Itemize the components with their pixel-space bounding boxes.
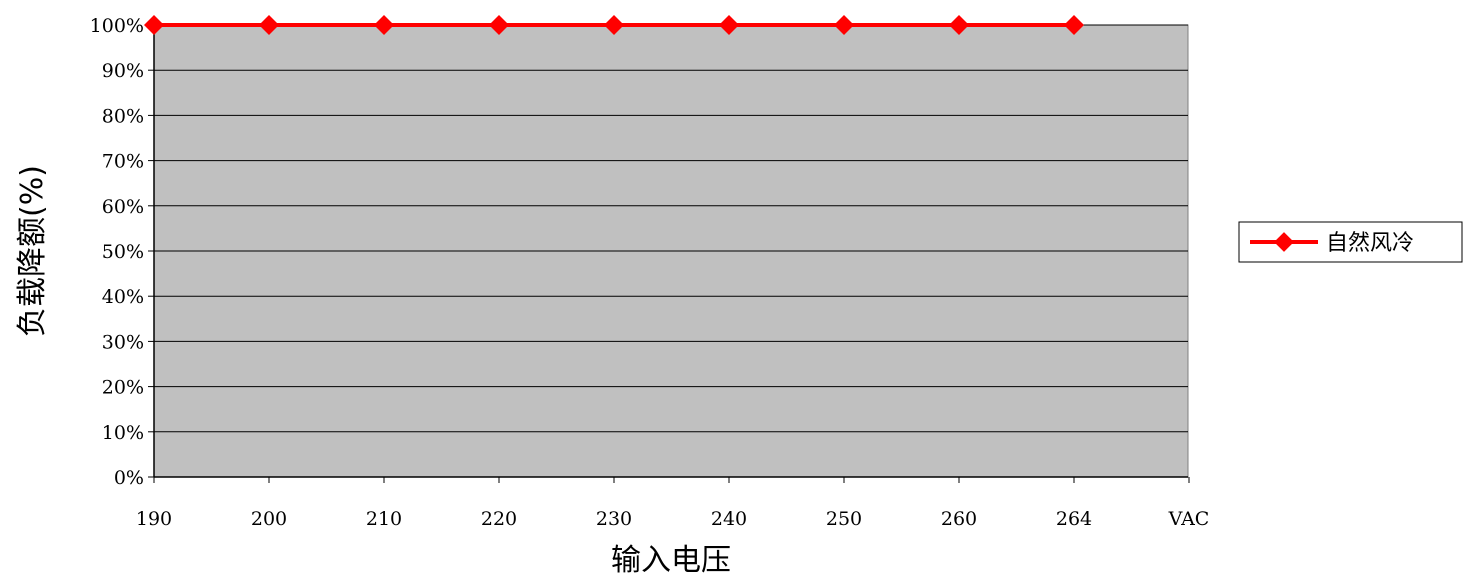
x-tick-label: 230 — [596, 508, 632, 530]
data-point-marker — [374, 15, 394, 35]
data-point-marker — [489, 15, 509, 35]
y-tick-label: 90% — [102, 60, 144, 82]
data-point-marker — [259, 15, 279, 35]
x-tick-label: VAC — [1168, 508, 1210, 530]
x-axis: 190 200 210 220 230 240 250 260 264 VAC — [136, 476, 1210, 530]
x-tick-label: 250 — [826, 508, 862, 530]
data-point-marker — [1064, 15, 1084, 35]
legend: 自然风冷 — [1238, 221, 1463, 263]
y-tick-label: 100% — [90, 15, 144, 37]
data-point-marker — [834, 15, 854, 35]
y-tick-label: 30% — [102, 331, 144, 353]
series-layer — [144, 15, 1084, 35]
x-tick-label: 210 — [366, 508, 402, 530]
y-tick-label: 70% — [102, 151, 144, 173]
data-point-marker — [604, 15, 624, 35]
y-tick-label: 60% — [102, 196, 144, 218]
y-axis: 0% 10% 20% 30% 40% 50% 60% 70% 80% 90% 100% — [90, 15, 155, 489]
legend-label: 自然风冷 — [1326, 231, 1414, 256]
x-tick-label: 190 — [136, 508, 172, 530]
data-point-marker — [719, 15, 739, 35]
y-tick-label: 0% — [114, 467, 144, 489]
x-axis-title: 输入电压 — [611, 543, 731, 578]
data-point-marker — [144, 15, 164, 35]
x-tick-label: 200 — [251, 508, 287, 530]
x-tick-label: 220 — [481, 508, 517, 530]
x-tick-label: 264 — [1056, 508, 1092, 530]
legend-marker — [1274, 232, 1294, 252]
x-tick-label: 260 — [941, 508, 977, 530]
data-point-marker — [949, 15, 969, 35]
y-tick-label: 10% — [102, 422, 144, 444]
x-tick-label: 240 — [711, 508, 747, 530]
y-axis-title: 负载降额(%) — [15, 165, 50, 337]
y-tick-label: 20% — [102, 377, 144, 399]
y-tick-label: 80% — [102, 105, 144, 127]
y-tick-label: 40% — [102, 286, 144, 308]
y-tick-label: 50% — [102, 241, 144, 263]
